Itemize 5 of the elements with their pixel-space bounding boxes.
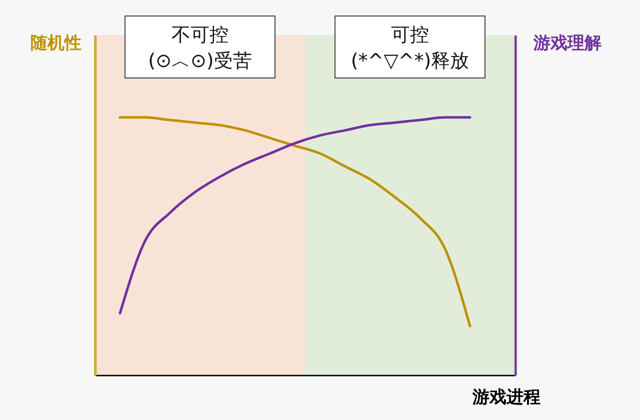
- y2-axis-title: 游戏理解: [532, 34, 602, 54]
- x-axis-title: 游戏进程: [472, 388, 540, 408]
- text: 不可控 (⊙︿⊙)受苦: [148, 24, 252, 72]
- y-axis-title: 随机性: [30, 34, 82, 54]
- text: 可控 (*^▽^*)释放: [350, 24, 470, 72]
